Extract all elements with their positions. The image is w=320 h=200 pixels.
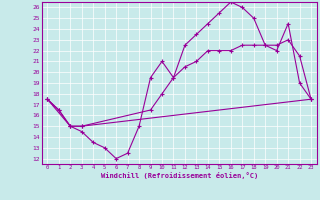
X-axis label: Windchill (Refroidissement éolien,°C): Windchill (Refroidissement éolien,°C): [100, 172, 258, 179]
